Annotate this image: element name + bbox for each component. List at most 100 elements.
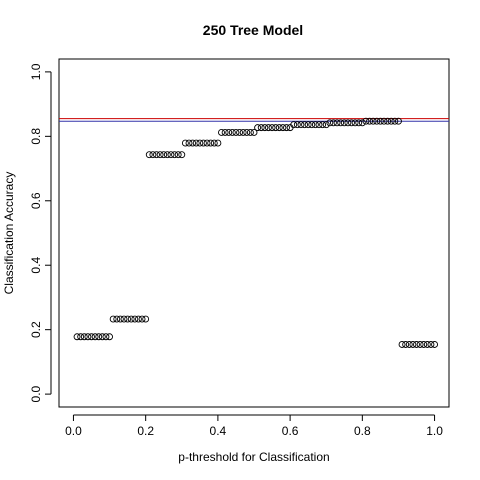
data-point xyxy=(431,341,439,348)
data-point xyxy=(337,119,345,127)
data-point xyxy=(120,315,128,323)
data-point xyxy=(413,341,420,348)
data-point xyxy=(402,341,410,348)
data-point xyxy=(394,117,402,125)
x-tick-label: 0.6 xyxy=(282,424,299,438)
data-point xyxy=(246,129,254,136)
data-point xyxy=(210,139,218,147)
data-point xyxy=(131,315,139,323)
data-point xyxy=(272,124,280,132)
data-point xyxy=(261,124,269,132)
data-point xyxy=(91,333,99,341)
data-point xyxy=(416,341,424,348)
data-point xyxy=(362,117,370,125)
data-point xyxy=(80,333,88,341)
data-point xyxy=(196,139,204,147)
data-point xyxy=(225,129,233,136)
y-tick-label: 1.0 xyxy=(29,63,43,80)
data-point xyxy=(185,139,193,147)
data-point xyxy=(355,119,363,127)
plot-frame xyxy=(58,58,450,408)
data-point xyxy=(221,129,229,136)
data-point xyxy=(127,315,135,323)
data-point xyxy=(203,139,211,147)
data-point xyxy=(279,124,287,132)
data-point xyxy=(409,341,417,348)
chart-title: 250 Tree Model xyxy=(203,22,303,38)
data-point xyxy=(113,315,121,323)
x-tick-label: 0.0 xyxy=(65,424,82,438)
x-tick-label: 1.0 xyxy=(426,424,443,438)
data-point xyxy=(124,315,132,323)
data-point xyxy=(308,121,316,129)
data-point xyxy=(380,117,388,125)
data-point xyxy=(398,341,406,348)
data-point xyxy=(106,333,114,341)
data-point xyxy=(243,129,251,136)
data-point xyxy=(391,117,399,125)
data-point xyxy=(254,124,262,132)
data-point xyxy=(344,119,352,127)
x-tick-label: 0.4 xyxy=(210,424,227,438)
data-point xyxy=(145,151,153,159)
data-point xyxy=(174,151,182,159)
data-point xyxy=(236,129,244,136)
y-tick-label: 0.4 xyxy=(29,257,43,274)
data-point xyxy=(369,117,377,125)
y-tick-label: 0.6 xyxy=(29,192,43,209)
x-tick-label: 0.8 xyxy=(354,424,371,438)
data-point xyxy=(250,129,258,136)
data-point xyxy=(268,124,276,132)
data-point xyxy=(333,119,341,127)
data-point xyxy=(142,315,150,323)
data-point xyxy=(319,121,327,129)
data-point xyxy=(98,333,106,341)
data-point xyxy=(326,119,334,127)
y-tick-label: 0.0 xyxy=(29,385,43,402)
data-point xyxy=(257,124,265,132)
data-point xyxy=(156,151,164,159)
data-point xyxy=(192,139,200,147)
data-point xyxy=(423,341,431,348)
y-axis: 0.0 0.2 0.4 0.6 0.8 1.0 xyxy=(29,63,52,402)
data-point xyxy=(297,121,305,129)
x-tick-label: 0.2 xyxy=(137,424,154,438)
data-point xyxy=(384,117,392,125)
data-point xyxy=(301,121,309,129)
data-point xyxy=(315,121,323,129)
data-point xyxy=(387,117,395,125)
data-point xyxy=(88,333,95,341)
data-point xyxy=(311,121,319,129)
x-axis: 0.0 0.2 0.4 0.6 0.8 1.0 xyxy=(65,414,443,438)
data-point xyxy=(290,121,298,129)
data-point xyxy=(77,333,85,341)
data-point xyxy=(340,119,348,127)
data-point xyxy=(366,117,374,125)
data-point xyxy=(358,119,366,127)
data-point xyxy=(153,151,160,159)
data-point xyxy=(181,139,189,147)
data-point xyxy=(405,341,413,348)
data-point xyxy=(171,151,179,159)
data-point xyxy=(102,333,110,341)
data-point xyxy=(427,341,435,348)
data-point xyxy=(304,121,312,129)
data-point xyxy=(214,139,222,147)
data-point xyxy=(84,333,92,341)
data-point xyxy=(228,129,236,136)
y-axis-label: Classification Accuracy xyxy=(2,172,16,295)
y-tick-label: 0.8 xyxy=(29,128,43,145)
data-point xyxy=(239,129,247,136)
data-point xyxy=(109,315,117,323)
data-point xyxy=(149,151,157,159)
data-point xyxy=(116,315,124,323)
data-point xyxy=(232,129,240,136)
data-point xyxy=(348,119,355,127)
data-point xyxy=(420,341,428,348)
data-point xyxy=(293,121,301,129)
data-point xyxy=(95,333,103,341)
data-point xyxy=(167,151,175,159)
data-point xyxy=(283,124,290,132)
data-point xyxy=(275,124,283,132)
